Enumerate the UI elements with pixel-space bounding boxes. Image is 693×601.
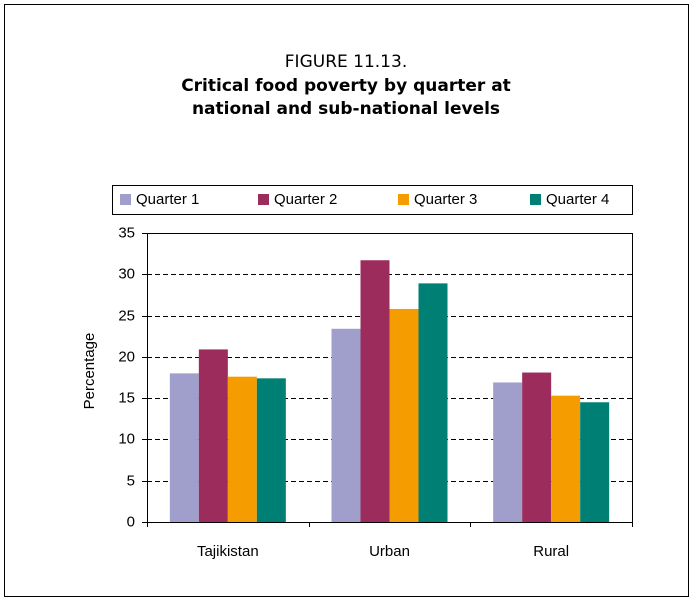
x-tick-label: Urban — [369, 543, 410, 560]
bar — [331, 328, 361, 522]
y-tick-label: 25 — [118, 307, 135, 324]
legend-swatch — [120, 194, 131, 205]
legend-swatch — [258, 194, 269, 205]
bar — [360, 260, 390, 522]
figure-label: FIGURE 11.13. — [285, 52, 407, 72]
legend — [112, 185, 633, 215]
bar — [522, 372, 552, 522]
bar — [551, 395, 581, 522]
bar — [256, 378, 286, 522]
chart-title: national and sub-national levels — [192, 99, 500, 119]
bar — [389, 308, 419, 522]
x-tick-label: Rural — [533, 543, 569, 560]
bar — [418, 283, 448, 522]
bar — [493, 382, 523, 522]
legend-swatch — [530, 194, 541, 205]
y-tick-label: 10 — [118, 430, 135, 447]
legend-swatch — [398, 194, 409, 205]
legend-label: Quarter 3 — [414, 191, 477, 208]
x-tick-label: Tajikistan — [197, 543, 259, 560]
bar — [198, 349, 228, 522]
y-tick-label: 30 — [118, 265, 135, 282]
legend-label: Quarter 2 — [274, 191, 337, 208]
chart-title: Critical food poverty by quarter at — [181, 76, 511, 96]
bar — [169, 373, 199, 522]
bar — [227, 376, 257, 522]
legend-label: Quarter 1 — [136, 191, 199, 208]
y-tick-label: 0 — [127, 513, 135, 530]
y-tick-label: 35 — [118, 224, 135, 241]
y-tick-label: 15 — [118, 389, 135, 406]
bar — [580, 402, 610, 522]
y-axis-label: Percentage — [81, 333, 98, 410]
y-tick-label: 5 — [127, 472, 135, 489]
y-tick-label: 20 — [118, 348, 135, 365]
legend-label: Quarter 4 — [546, 191, 609, 208]
